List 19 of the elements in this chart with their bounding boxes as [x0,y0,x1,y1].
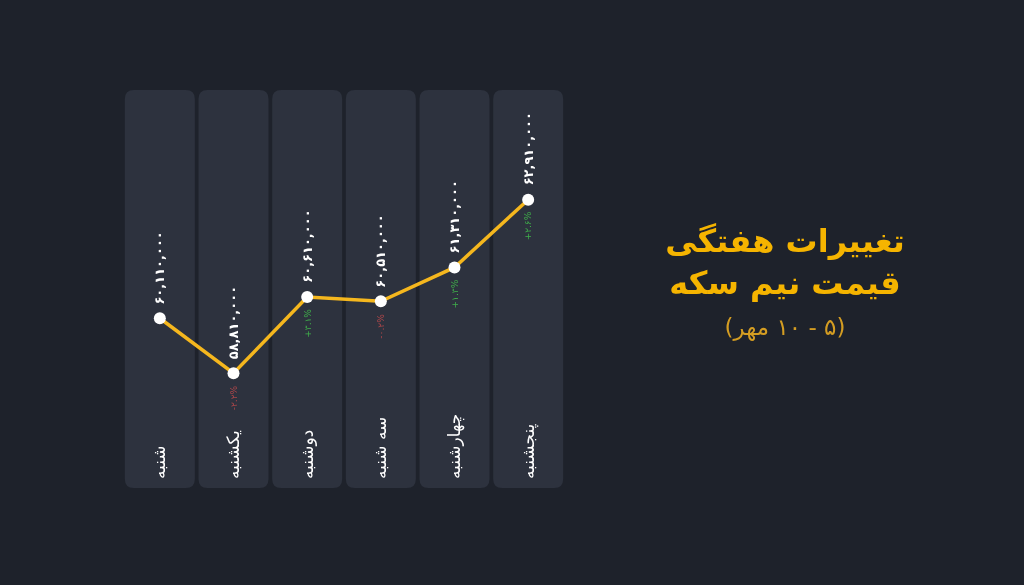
x-tick-label: یکشنبه [223,430,244,480]
annotation: +۲.۶% [522,211,533,241]
x-tick-label: سه شنبه [370,416,391,480]
x-tick-label: دوشنبه [296,429,317,480]
text: (۵ - ۱۰ مهر) [724,314,846,342]
data-label: ۵۸,۸۱۰,۰۰۰ [225,285,241,360]
x-tick-label: شنبه [149,445,170,480]
data-label: ۶۱,۳۱۰,۰۰۰ [446,180,462,254]
text: تغییرات هفتگی قیمت نیم سکه [665,222,905,302]
x-tick-label: چهارشنبه [444,413,466,480]
data-label: ۶۰,۶۱۰,۰۰۰ [299,209,315,283]
data-label: ۶۰,۱۱۰,۰۰۰ [152,231,168,305]
annotation: +۱.۳% [449,279,460,309]
annotation: -۰.۲% [376,313,387,339]
annotation: -۲.۲% [228,385,239,411]
data-label: ۶۰,۵۱۰,۰۰۰ [373,214,389,288]
annotation: +۳.۱% [302,308,313,338]
x-tick-label: پنجشنبه [517,423,539,480]
data-label: ۶۲,۹۱۰,۰۰۰ [520,112,536,186]
